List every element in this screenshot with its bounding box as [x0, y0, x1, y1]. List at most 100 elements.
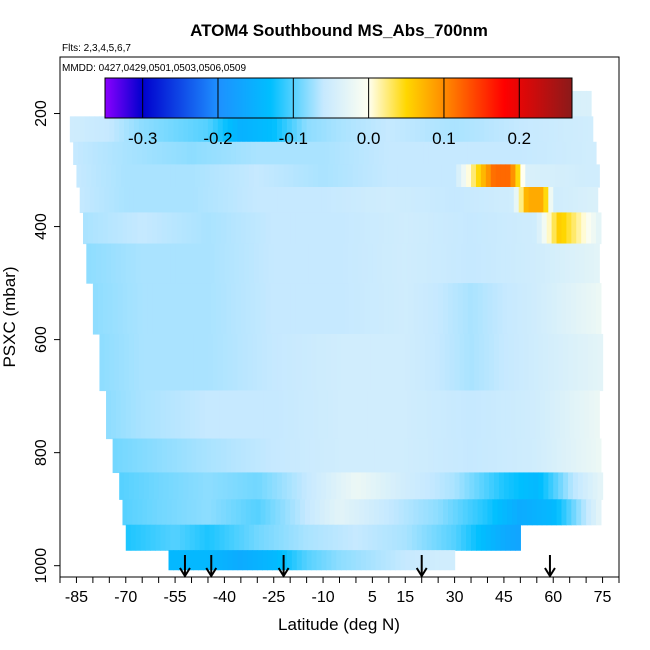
heatmap-cell	[400, 187, 406, 214]
heatmap-cell	[212, 187, 219, 214]
heatmap-cell	[239, 390, 245, 440]
heatmap-cell	[301, 472, 308, 500]
heatmap-cell	[346, 550, 352, 571]
heatmap-cell	[592, 333, 599, 392]
heatmap-cell	[112, 141, 119, 165]
heatmap-cell	[277, 472, 283, 500]
heatmap-cell	[290, 212, 296, 245]
heatmap-cell	[288, 243, 295, 284]
heatmap-cell	[272, 333, 278, 392]
heatmap-cell	[354, 283, 360, 335]
heatmap-cell	[257, 333, 263, 392]
heatmap-cell	[558, 333, 564, 392]
heatmap-cell	[518, 472, 525, 500]
heatmap-cell	[408, 283, 415, 335]
heatmap-cell	[277, 116, 283, 143]
heatmap-cell	[148, 187, 155, 214]
y-tick-label: 200	[33, 100, 50, 127]
heatmap-cell	[372, 164, 378, 188]
heatmap-cell	[561, 283, 567, 335]
heatmap-cell	[265, 283, 272, 335]
heatmap-cell	[153, 472, 160, 500]
x-tick-label: -85	[65, 589, 88, 606]
heatmap-cell	[125, 524, 132, 551]
heatmap-cell	[571, 141, 577, 165]
heatmap-cell	[267, 187, 273, 214]
heatmap-cell	[161, 141, 168, 165]
heatmap-cell	[170, 164, 176, 188]
heatmap-cell	[503, 116, 510, 143]
heatmap-cell	[323, 164, 329, 188]
heatmap-cell	[86, 243, 92, 284]
heatmap-cell	[224, 390, 230, 440]
heatmap-cell	[311, 333, 318, 392]
heatmap-cell	[79, 116, 86, 143]
heatmap-cell	[485, 243, 492, 284]
heatmap-cell	[288, 524, 295, 551]
heatmap-cell	[237, 187, 244, 214]
heatmap-cell	[216, 499, 222, 526]
heatmap-cell	[377, 390, 383, 440]
heatmap-cell	[375, 550, 382, 571]
heatmap-cell	[403, 212, 410, 245]
heatmap-cell	[334, 283, 341, 335]
heatmap-cell	[176, 438, 183, 474]
heatmap-cell	[508, 187, 515, 214]
heatmap-cell	[431, 243, 438, 284]
heatmap-cell	[314, 283, 321, 335]
heatmap-cell	[428, 283, 434, 335]
heatmap-cell	[342, 524, 349, 551]
heatmap-cell	[582, 333, 589, 392]
heatmap-cell	[211, 212, 217, 245]
heatmap-cell	[489, 472, 495, 500]
heatmap-cell	[510, 243, 517, 284]
heatmap-cell	[349, 283, 355, 335]
heatmap-cell	[127, 212, 133, 245]
heatmap-cell	[497, 283, 503, 335]
heatmap-cell	[347, 164, 354, 188]
heatmap-cell	[398, 499, 405, 526]
heatmap-cell	[411, 243, 418, 284]
heatmap-cell	[341, 187, 347, 214]
heatmap-cell	[314, 499, 321, 526]
heatmap-cell	[252, 550, 258, 571]
heatmap-cell	[474, 116, 480, 143]
heatmap-cell	[531, 499, 538, 526]
heatmap-cell	[586, 499, 592, 526]
heatmap-cell	[254, 243, 260, 284]
heatmap-cell	[382, 243, 388, 284]
heatmap-cell	[275, 499, 281, 526]
heatmap-cell	[193, 472, 199, 500]
heatmap-cell	[512, 499, 518, 526]
heatmap-cell	[252, 333, 258, 392]
heatmap-cell	[471, 524, 477, 551]
heatmap-cell	[247, 472, 253, 500]
heatmap-cell	[586, 283, 592, 335]
heatmap-cell	[140, 164, 147, 188]
heatmap-cell	[331, 472, 337, 500]
heatmap-cell	[295, 499, 301, 526]
heatmap-cell	[160, 390, 166, 440]
heatmap-cell	[485, 164, 492, 188]
heatmap-cell	[184, 524, 191, 551]
heatmap-cell	[206, 212, 212, 245]
heatmap-cell	[209, 164, 216, 188]
heatmap-cell	[466, 390, 472, 440]
heatmap-cell	[183, 333, 189, 392]
heatmap-cell	[99, 333, 105, 392]
dates-note: MMDD: 0427,0429,0501,0503,0506,0509	[62, 63, 246, 74]
heatmap-cell	[410, 550, 416, 571]
heatmap-cell	[122, 499, 129, 526]
heatmap-cell	[526, 141, 533, 165]
heatmap-cell	[300, 499, 306, 526]
heatmap-cell	[385, 550, 392, 571]
heatmap-cell	[227, 472, 234, 500]
heatmap-cell	[364, 499, 370, 526]
heatmap-cell	[487, 438, 494, 474]
heatmap-cell	[494, 333, 500, 392]
heatmap-cell	[469, 333, 475, 392]
heatmap-cell	[439, 116, 446, 143]
heatmap-cell	[410, 116, 416, 143]
heatmap-cell	[155, 524, 161, 551]
heatmap-cell	[140, 524, 147, 551]
